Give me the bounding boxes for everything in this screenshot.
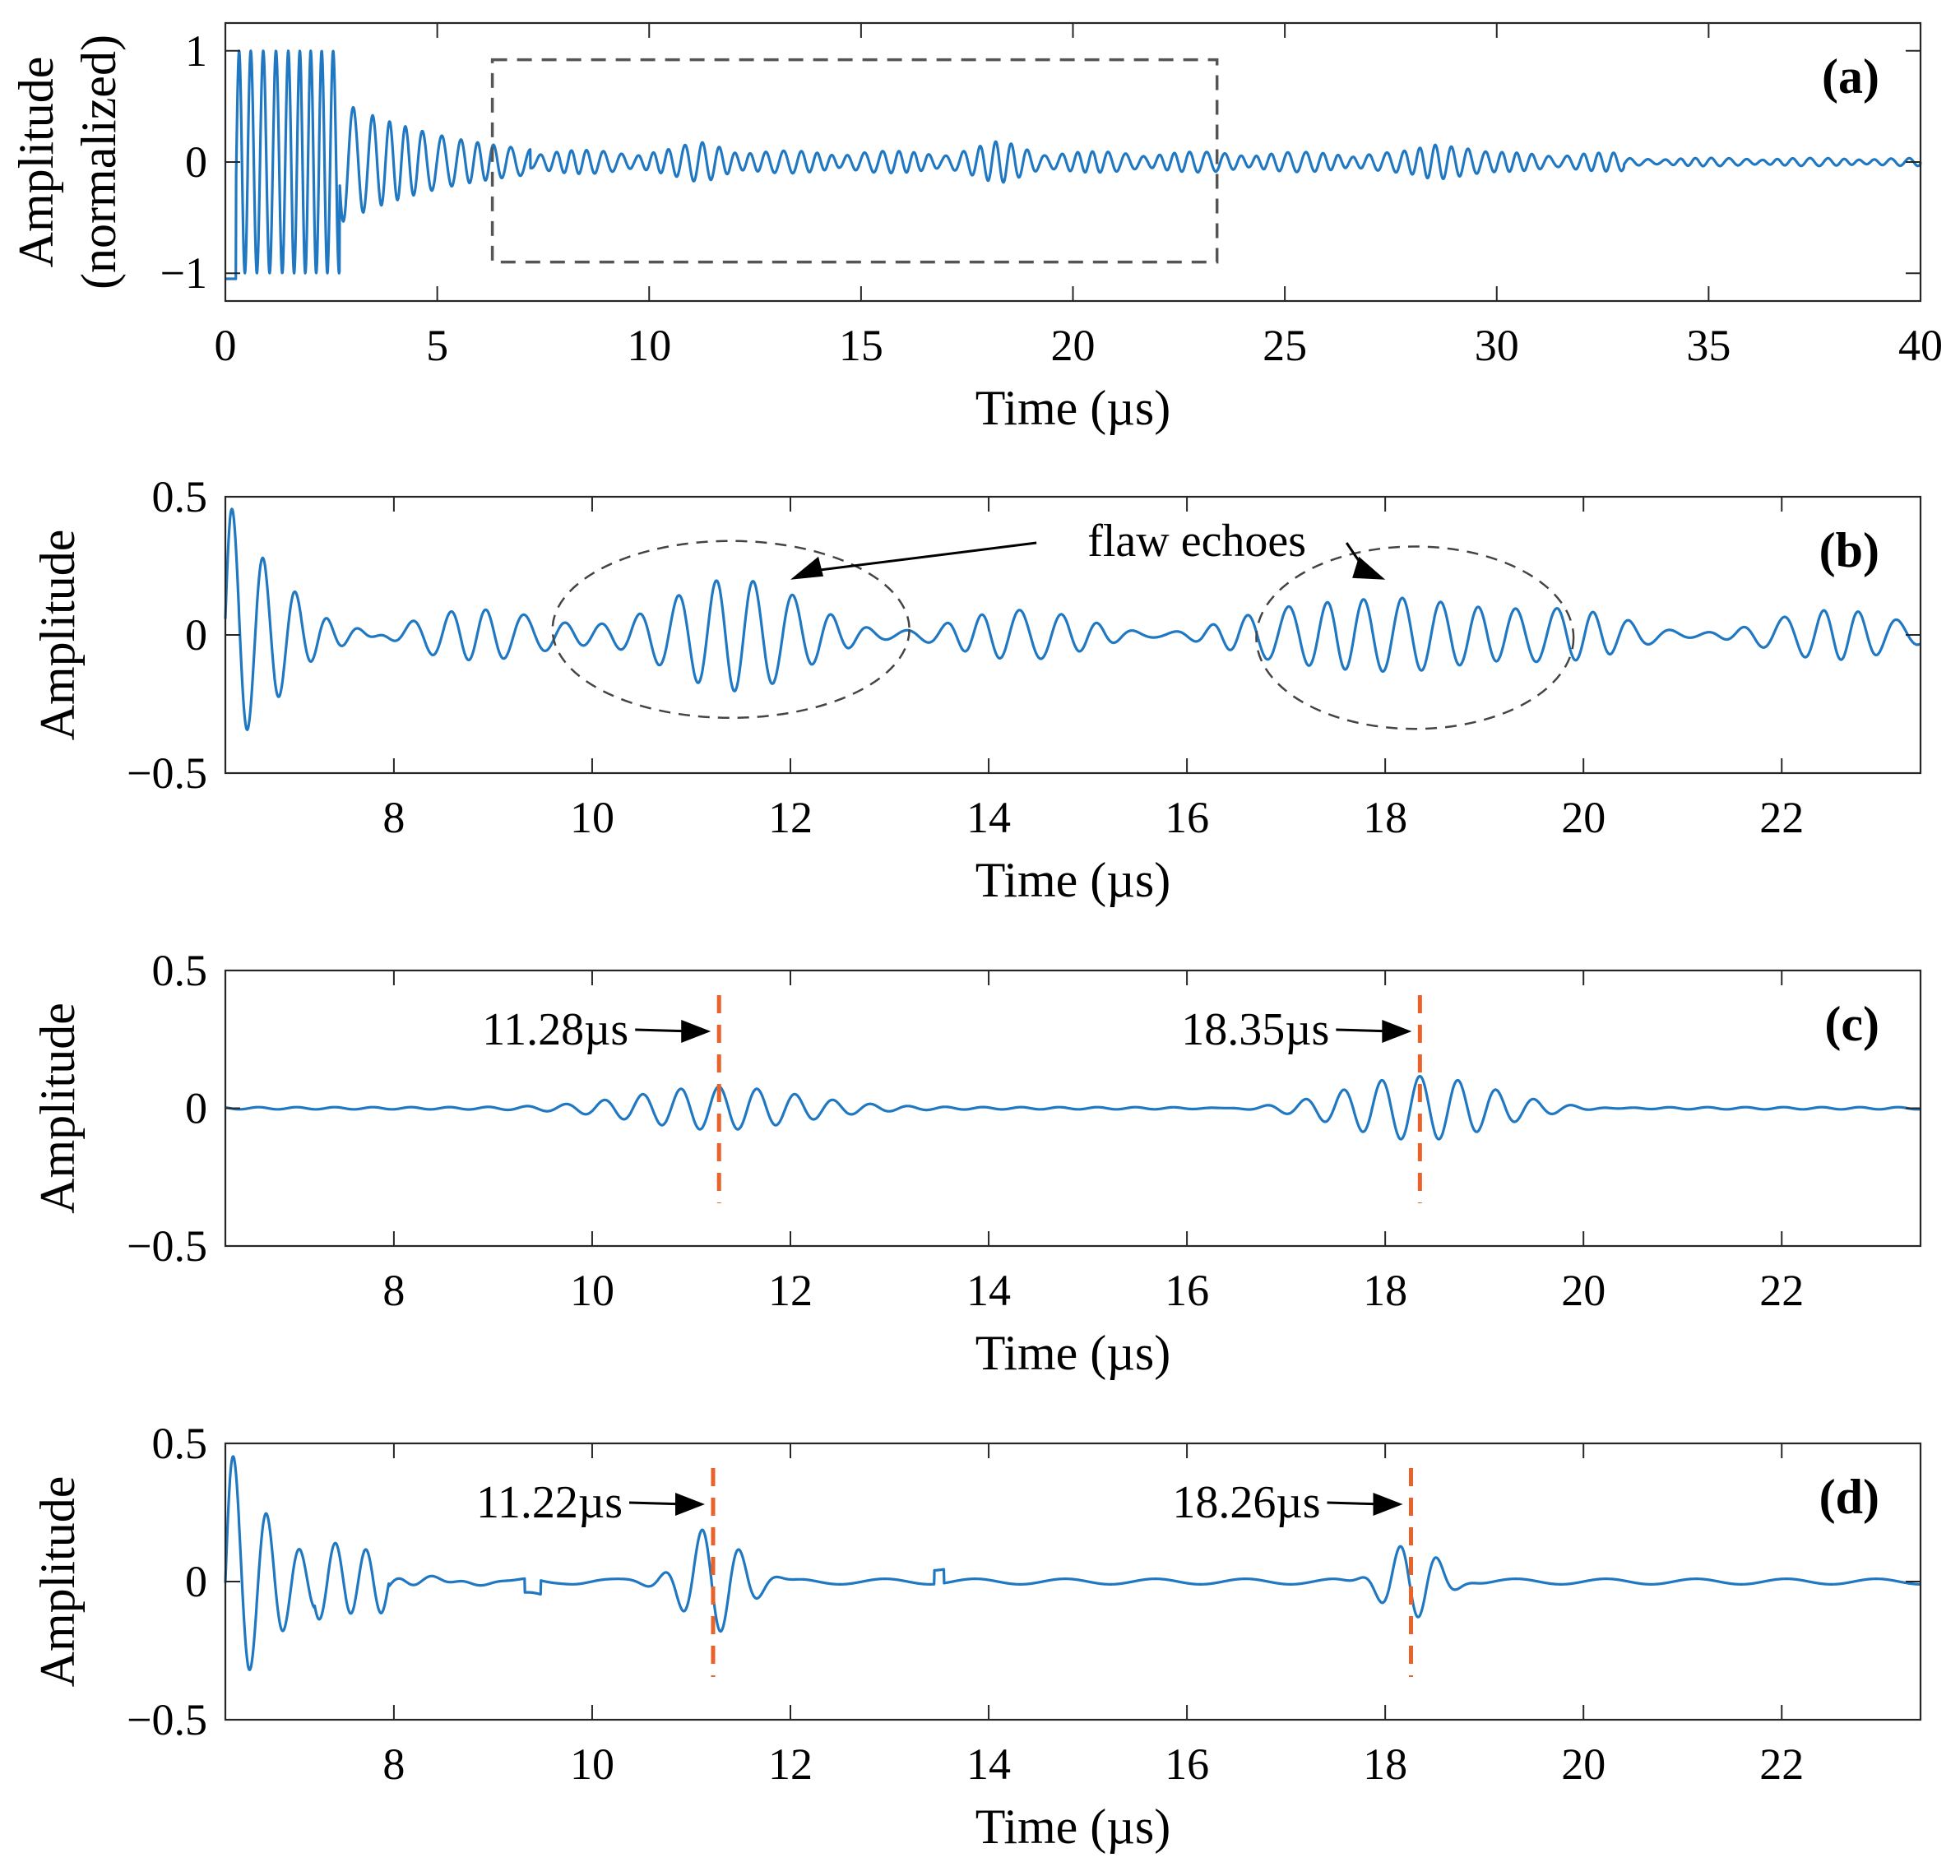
y-axis-label: Amplitude bbox=[30, 1476, 85, 1688]
echo-time-label-2: 18.35µs bbox=[1181, 1004, 1329, 1055]
x-tick-label: 10 bbox=[570, 1739, 614, 1789]
y-tick-label: 0 bbox=[185, 610, 207, 660]
x-tick-label: 20 bbox=[1051, 321, 1096, 370]
x-tick-label: 12 bbox=[768, 1739, 813, 1789]
x-tick-label: 14 bbox=[966, 1739, 1011, 1789]
x-tick-label: 14 bbox=[966, 1266, 1011, 1315]
x-tick-label: 5 bbox=[426, 321, 448, 370]
panel-label: (a) bbox=[1822, 49, 1879, 104]
x-tick-label: 12 bbox=[768, 793, 813, 842]
x-axis-label: Time (µs) bbox=[975, 1326, 1170, 1380]
x-tick-label: 0 bbox=[215, 321, 237, 370]
y-tick-label: 1 bbox=[185, 26, 207, 76]
x-axis-label: Time (µs) bbox=[975, 381, 1170, 435]
flaw-echo-ellipse-1 bbox=[551, 540, 910, 720]
x-tick-label: 12 bbox=[768, 1266, 813, 1315]
x-tick-label: 8 bbox=[382, 1266, 405, 1315]
y-tick-label: 0 bbox=[185, 137, 207, 187]
flaw-echo-ellipse-2 bbox=[1255, 545, 1575, 730]
x-tick-label: 18 bbox=[1363, 1266, 1407, 1315]
x-tick-label: 40 bbox=[1898, 321, 1943, 370]
signal-line-b bbox=[224, 507, 1922, 731]
x-tick-label: 18 bbox=[1363, 1739, 1407, 1789]
echo-time-arrowhead-1 bbox=[674, 1493, 705, 1516]
x-tick-label: 22 bbox=[1759, 793, 1804, 842]
y-tick-label: 0 bbox=[185, 1557, 207, 1606]
x-tick-label: 20 bbox=[1561, 1266, 1606, 1315]
x-tick-label: 10 bbox=[627, 321, 671, 370]
echo-time-arrowhead-2 bbox=[1382, 1020, 1412, 1043]
echo-time-label-2: 18.26µs bbox=[1172, 1477, 1320, 1528]
y-axis-label: Amplitude bbox=[30, 1003, 85, 1214]
y-tick-label: −1 bbox=[160, 248, 207, 298]
x-tick-label: 30 bbox=[1475, 321, 1519, 370]
x-tick-label: 16 bbox=[1165, 1739, 1209, 1789]
x-tick-label: 35 bbox=[1686, 321, 1731, 370]
arrow-left bbox=[808, 541, 1037, 573]
x-tick-label: 18 bbox=[1363, 793, 1407, 842]
echo-time-label-1: 11.22µs bbox=[476, 1477, 623, 1528]
x-tick-label: 10 bbox=[570, 1266, 614, 1315]
x-tick-label: 16 bbox=[1165, 793, 1209, 842]
x-tick-label: 8 bbox=[382, 793, 405, 842]
signal-line-a bbox=[224, 49, 1922, 280]
x-tick-label: 20 bbox=[1561, 793, 1606, 842]
x-tick-label: 20 bbox=[1561, 1739, 1606, 1789]
x-axis-label: Time (µs) bbox=[975, 1800, 1170, 1854]
x-tick-label: 25 bbox=[1263, 321, 1307, 370]
x-tick-label: 10 bbox=[570, 793, 614, 842]
y-tick-label: 0.5 bbox=[152, 472, 208, 521]
panel-label: (d) bbox=[1819, 1470, 1879, 1524]
y-tick-label: 0.5 bbox=[152, 1419, 208, 1468]
x-tick-label: 16 bbox=[1165, 1266, 1209, 1315]
y-axis-label: Amplitude bbox=[9, 57, 63, 268]
x-tick-label: 14 bbox=[966, 793, 1011, 842]
echo-time-label-1: 11.28µs bbox=[482, 1004, 628, 1055]
y-tick-label: −0.5 bbox=[127, 1695, 207, 1744]
x-tick-label: 15 bbox=[839, 321, 883, 370]
y-tick-label: 0 bbox=[185, 1084, 207, 1133]
panel-label: (b) bbox=[1819, 523, 1879, 577]
y-axis-label: Amplitude bbox=[30, 530, 85, 741]
y-tick-label: 0.5 bbox=[152, 946, 208, 995]
arrowhead-right bbox=[1352, 556, 1386, 580]
zoom-region-box bbox=[490, 58, 1219, 264]
flaw-echoes-label: flaw echoes bbox=[1087, 516, 1306, 567]
y-axis-label-unit: (normalized) bbox=[72, 35, 126, 290]
x-tick-label: 22 bbox=[1759, 1739, 1804, 1789]
echo-time-arrowhead-2 bbox=[1373, 1493, 1403, 1516]
panel-d: 8 10 12 14 16 18 20 22 −0.5 0 0.5 Time (µs) Amplitud… bbox=[30, 1419, 1922, 1854]
arrowhead-left bbox=[790, 556, 823, 580]
panel-c: 8 10 12 14 16 18 20 22 −0.5 0 0.5 Time (µs) Amplitud… bbox=[30, 946, 1922, 1380]
y-tick-label: −0.5 bbox=[127, 1221, 207, 1271]
echo-time-arrowhead-1 bbox=[681, 1020, 711, 1043]
x-tick-label: 8 bbox=[382, 1739, 405, 1789]
x-tick-label: 22 bbox=[1759, 1266, 1804, 1315]
signal-line-c bbox=[224, 1075, 1922, 1141]
axes-frame-b bbox=[224, 495, 1922, 775]
x-axis-label: Time (µs) bbox=[975, 853, 1170, 907]
panel-label: (c) bbox=[1824, 997, 1879, 1051]
signal-line-d bbox=[224, 1455, 1922, 1671]
y-tick-label: −0.5 bbox=[127, 748, 207, 798]
panel-b: 8 10 12 14 16 18 20 22 −0.5 0 0.5 Time (µs) Amplitud… bbox=[30, 472, 1922, 907]
